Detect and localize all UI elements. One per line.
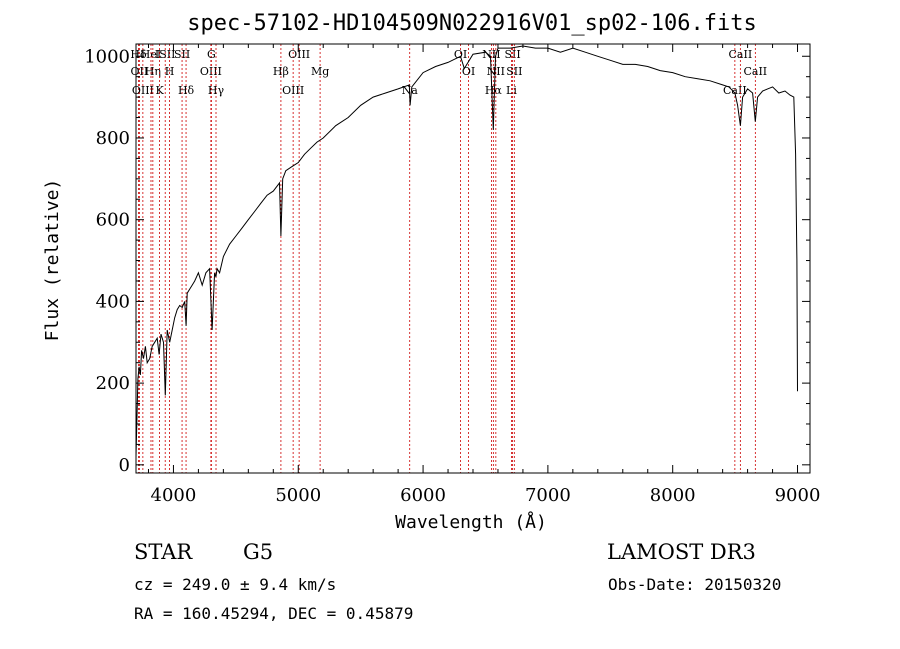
- y-tick-label: 600: [96, 210, 130, 231]
- line-marker-label: G: [207, 48, 216, 61]
- axis-ticks: 4000 5000 6000 7000 8000 9000 0 200 400 600 800 100…: [84, 44, 820, 506]
- line-marker-label: CaII: [743, 65, 767, 78]
- x-tick-label: 4000: [151, 485, 197, 506]
- y-tick-label: 400: [96, 291, 130, 312]
- y-tick-label: 1000: [84, 46, 130, 67]
- x-axis-label: Wavelength (Å): [395, 511, 547, 533]
- line-marker-label: OIII: [282, 84, 304, 97]
- line-marker-label: OII: [131, 65, 149, 78]
- line-marker-label: NII: [487, 65, 505, 78]
- line-marker-label: Hβ: [273, 65, 289, 78]
- x-tick-label: 9000: [775, 485, 821, 506]
- x-tick-label: 6000: [400, 485, 446, 506]
- y-tick-label: 0: [119, 455, 130, 476]
- line-marker-label: Hδ: [178, 84, 195, 97]
- line-marker-label: OIII: [132, 84, 154, 97]
- y-axis-label: Flux (relative): [42, 179, 63, 342]
- coordinates: RA = 160.45294, DEC = 0.45879: [134, 604, 413, 623]
- line-marker-label: HeI: [141, 48, 161, 61]
- y-tick-label: 800: [96, 128, 130, 149]
- line-marker-label: Hη: [145, 65, 161, 78]
- x-tick-label: 5000: [275, 485, 321, 506]
- spectrum-line: [135, 45, 798, 457]
- line-marker-label: CaII: [729, 48, 753, 61]
- chart-title: spec-57102-HD104509N022916V01_sp02-106.f…: [187, 11, 757, 36]
- line-marker-label: OI: [462, 65, 475, 78]
- x-tick-label: 7000: [525, 485, 571, 506]
- line-marker-label: SII: [504, 48, 520, 61]
- redshift-value: cz = 249.0 ± 9.4 km/s: [134, 575, 336, 594]
- line-marker-label: OIII: [200, 65, 222, 78]
- y-tick-label: 200: [96, 373, 130, 394]
- subclass: G5: [243, 540, 273, 564]
- spectral-line-markers: HδOIIOIIIHeIHηKISIIHHδSIIOIIIHγGHβOIIIOI…: [130, 44, 767, 473]
- line-marker-label: Hγ: [208, 84, 225, 97]
- line-marker-label: Hα: [485, 84, 503, 97]
- line-marker-label: H: [165, 65, 175, 78]
- spectrum-series: [135, 45, 798, 457]
- object-class: STAR: [134, 540, 193, 564]
- line-marker-label: OIII: [288, 48, 310, 61]
- line-marker-label: SII: [506, 65, 522, 78]
- survey-name: LAMOST DR3: [607, 540, 756, 564]
- line-marker-label: Li: [506, 84, 517, 97]
- line-marker-label: SII: [174, 48, 190, 61]
- obs-date: Obs-Date: 20150320: [608, 575, 781, 594]
- line-marker-label: K: [155, 84, 164, 97]
- plot-frame: [135, 43, 811, 474]
- x-tick-label: 8000: [650, 485, 696, 506]
- plot-axes: [135, 43, 811, 474]
- line-marker-label: ISII: [155, 48, 176, 61]
- line-marker-label: Mg: [311, 65, 329, 78]
